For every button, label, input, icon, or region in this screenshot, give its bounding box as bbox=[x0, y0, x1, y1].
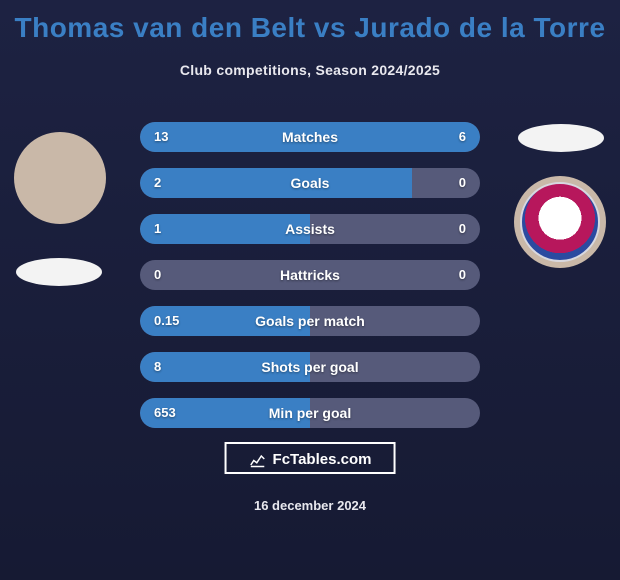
stats-bars: 136Matches 20Goals 10Assists 00Hattricks 0.1… bbox=[140, 122, 480, 444]
stat-label: Matches bbox=[140, 122, 480, 152]
brand-badge: FcTables.com bbox=[225, 442, 396, 474]
stat-label: Assists bbox=[140, 214, 480, 244]
player-left-avatar bbox=[14, 132, 106, 224]
stat-row: 0.15Goals per match bbox=[140, 306, 480, 336]
page-title: Thomas van den Belt vs Jurado de la Torr… bbox=[0, 0, 620, 44]
stat-label: Goals per match bbox=[140, 306, 480, 336]
stat-label: Hattricks bbox=[140, 260, 480, 290]
stat-row: 00Hattricks bbox=[140, 260, 480, 290]
subtitle: Club competitions, Season 2024/2025 bbox=[0, 62, 620, 78]
stat-row: 653Min per goal bbox=[140, 398, 480, 428]
brand-text: FcTables.com bbox=[273, 451, 372, 468]
stat-row: 10Assists bbox=[140, 214, 480, 244]
player-right-club-crest bbox=[514, 176, 606, 268]
club-crest-icon bbox=[520, 182, 600, 262]
stat-row: 20Goals bbox=[140, 168, 480, 198]
stat-row: 8Shots per goal bbox=[140, 352, 480, 382]
date-text: 16 december 2024 bbox=[0, 498, 620, 513]
stat-label: Shots per goal bbox=[140, 352, 480, 382]
chart-icon bbox=[249, 450, 267, 468]
player-right-flag bbox=[518, 124, 604, 152]
stat-label: Goals bbox=[140, 168, 480, 198]
player-left-flag bbox=[16, 258, 102, 286]
stat-row: 136Matches bbox=[140, 122, 480, 152]
stat-label: Min per goal bbox=[140, 398, 480, 428]
